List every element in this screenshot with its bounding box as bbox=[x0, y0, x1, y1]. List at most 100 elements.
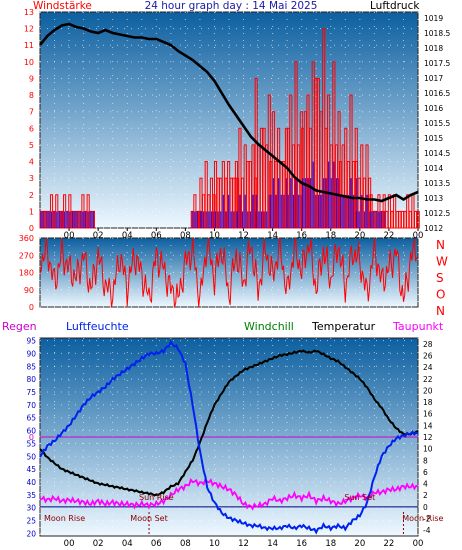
wind-base-bar bbox=[285, 178, 288, 228]
wind-base-bar bbox=[258, 211, 260, 228]
wind-base-bar bbox=[292, 194, 295, 228]
time-tick-label: 00 bbox=[413, 539, 424, 549]
wind-base-bar bbox=[214, 211, 217, 228]
wind-tick-label: 8 bbox=[29, 91, 34, 100]
wind-base-bar bbox=[366, 194, 368, 228]
humidity-tick-label: 60 bbox=[26, 427, 36, 436]
wind-base-bar bbox=[233, 211, 235, 228]
wind-base-bar bbox=[302, 178, 304, 228]
pressure-tick-label: 1019 bbox=[424, 14, 443, 23]
humidity-tick-label: 30 bbox=[26, 504, 36, 513]
wind-tick-label: 10 bbox=[24, 58, 34, 67]
pressure-tick-label: 1013 bbox=[424, 194, 443, 203]
wind-base-bar bbox=[222, 194, 224, 228]
temperature-tick-label: 20 bbox=[423, 386, 433, 395]
wind-base-bar bbox=[345, 194, 347, 228]
wind-base-bar bbox=[328, 161, 330, 228]
time-tick-label: 12 bbox=[238, 231, 249, 241]
wind-base-bar bbox=[263, 211, 265, 228]
wind-base-bar bbox=[260, 211, 263, 228]
temperature-line bbox=[39, 349, 419, 497]
wind-base-bar bbox=[370, 211, 372, 228]
wind-base-bar bbox=[283, 194, 285, 228]
wind-tick-label: 13 bbox=[24, 8, 34, 17]
wind-bar bbox=[408, 210, 412, 229]
humidity-tick-label: 80 bbox=[26, 375, 36, 384]
pressure-tick-label: 1016 bbox=[424, 104, 443, 113]
time-tick-label: 08 bbox=[180, 539, 191, 549]
temperature-tick-label: 8 bbox=[423, 456, 428, 465]
humidity-tick-label: 40 bbox=[26, 478, 36, 487]
temperature-tick-label: 6 bbox=[423, 468, 428, 477]
wind-base-bar bbox=[74, 211, 76, 228]
wind-base-bar bbox=[358, 211, 360, 228]
direction-compass-label: S bbox=[436, 271, 444, 285]
wind-base-bar bbox=[58, 211, 60, 228]
wind-base-bar bbox=[252, 194, 254, 228]
direction-tick-label: 360 bbox=[19, 234, 34, 243]
wind-base-bar bbox=[203, 211, 205, 228]
wind-base-bar bbox=[310, 178, 312, 228]
humidity-tick-label: 20 bbox=[26, 529, 36, 538]
time-tick-label: 02 bbox=[93, 539, 104, 549]
wind-base-bar bbox=[217, 211, 219, 228]
temperature-tick-label: 22 bbox=[423, 375, 433, 384]
wind-base-bar bbox=[191, 211, 193, 228]
wind-base-bar bbox=[312, 161, 314, 228]
time-tick-label: 06 bbox=[151, 539, 162, 549]
wind-base-bar bbox=[355, 211, 358, 228]
direction-tick-label: 270 bbox=[19, 251, 34, 260]
wind-base-bar bbox=[298, 194, 300, 228]
wind-base-bar bbox=[275, 194, 277, 228]
pressure-tick-label: 1013.5 bbox=[424, 179, 450, 188]
rain-tick-label: 0 bbox=[29, 433, 34, 442]
temperature-tick-label: 2 bbox=[423, 491, 428, 500]
time-tick-label: 10 bbox=[209, 539, 220, 549]
wind-base-bar bbox=[342, 194, 344, 228]
wind-base-bar bbox=[249, 211, 251, 228]
wind-base-bar bbox=[194, 211, 196, 228]
time-tick-label: 00 bbox=[64, 231, 75, 241]
wind-tick-label: 5 bbox=[29, 141, 34, 150]
time-tick-label: 08 bbox=[180, 231, 191, 241]
pressure-tick-label: 1017 bbox=[424, 74, 443, 83]
time-tick-label: 22 bbox=[384, 539, 395, 549]
wind-base-bar bbox=[69, 211, 71, 228]
humidity-line bbox=[39, 339, 419, 535]
wind-base-bar bbox=[40, 211, 42, 228]
wind-tick-label: 9 bbox=[29, 74, 34, 83]
wind-tick-label: 3 bbox=[29, 174, 34, 183]
wind-base-bar bbox=[82, 211, 84, 228]
wind-base-bar bbox=[45, 211, 47, 228]
wind-tick-label: 6 bbox=[29, 124, 34, 133]
wind-base-bar bbox=[290, 178, 292, 228]
wind-base-bar bbox=[363, 211, 365, 228]
wind-base-bar bbox=[266, 211, 268, 228]
wind-base-bar bbox=[355, 178, 357, 228]
wind-bar bbox=[406, 194, 410, 229]
wind-tick-label: 2 bbox=[29, 191, 34, 200]
astro-event-label: Moon Rise bbox=[44, 514, 85, 523]
humidity-tick-label: 70 bbox=[26, 401, 36, 410]
wind-tick-label: 4 bbox=[29, 158, 34, 167]
wind-base-bar bbox=[64, 211, 66, 228]
wind-base-bar bbox=[208, 211, 210, 228]
time-tick-label: 12 bbox=[238, 539, 249, 549]
temperature-tick-label: -4 bbox=[423, 526, 431, 535]
temperature-tick-label: 14 bbox=[423, 421, 433, 430]
rain-label: Regen bbox=[2, 320, 37, 333]
wind-base-bar bbox=[270, 194, 272, 228]
wind-direction-line bbox=[39, 237, 418, 308]
wind-base-bar bbox=[295, 178, 297, 228]
wind-base-bar bbox=[205, 211, 207, 228]
wind-base-bar bbox=[287, 194, 289, 228]
astro-event-label: Moon Set bbox=[130, 514, 167, 523]
temperature-tick-label: 10 bbox=[423, 445, 433, 454]
wind-base-bar bbox=[50, 211, 53, 228]
wind-base-bar bbox=[350, 178, 352, 228]
wind-base-bar bbox=[375, 211, 377, 228]
temperature-tick-label: 18 bbox=[423, 398, 433, 407]
astro-event-label: Moon Rise bbox=[402, 514, 443, 523]
wind-base-bar bbox=[307, 178, 309, 228]
